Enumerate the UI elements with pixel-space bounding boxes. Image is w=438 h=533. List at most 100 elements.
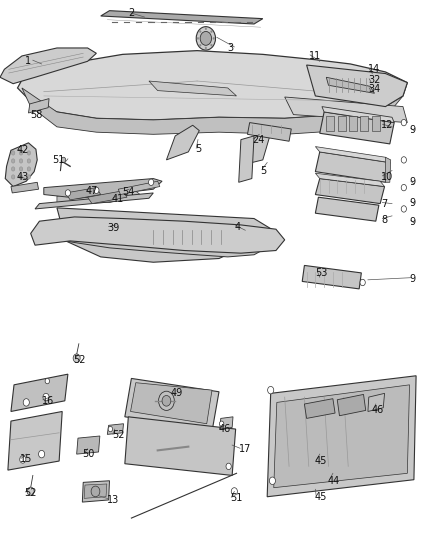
Text: 10: 10 bbox=[381, 172, 393, 182]
Circle shape bbox=[27, 159, 31, 163]
Text: 17: 17 bbox=[239, 445, 251, 454]
Polygon shape bbox=[302, 265, 361, 289]
Text: 42: 42 bbox=[17, 146, 29, 155]
Circle shape bbox=[61, 157, 66, 163]
Polygon shape bbox=[18, 51, 407, 120]
Polygon shape bbox=[245, 133, 269, 164]
Text: 11: 11 bbox=[309, 51, 321, 61]
Circle shape bbox=[231, 488, 237, 495]
Circle shape bbox=[205, 28, 207, 30]
Circle shape bbox=[27, 175, 31, 179]
Polygon shape bbox=[11, 374, 68, 411]
Circle shape bbox=[269, 477, 276, 484]
Circle shape bbox=[200, 31, 212, 45]
Polygon shape bbox=[149, 81, 237, 96]
Text: 16: 16 bbox=[42, 396, 54, 406]
Polygon shape bbox=[11, 182, 39, 193]
Text: 46: 46 bbox=[219, 424, 231, 434]
Polygon shape bbox=[307, 65, 407, 107]
Text: 9: 9 bbox=[410, 274, 416, 284]
Polygon shape bbox=[315, 197, 379, 221]
Polygon shape bbox=[82, 481, 110, 502]
Circle shape bbox=[23, 399, 29, 406]
Text: 7: 7 bbox=[381, 199, 387, 208]
Polygon shape bbox=[0, 48, 96, 84]
Circle shape bbox=[27, 151, 31, 155]
Polygon shape bbox=[315, 179, 385, 204]
Circle shape bbox=[199, 44, 201, 46]
Polygon shape bbox=[57, 188, 140, 204]
Bar bbox=[360, 116, 368, 131]
Text: 52: 52 bbox=[112, 431, 124, 440]
Text: 47: 47 bbox=[85, 186, 98, 196]
Circle shape bbox=[91, 486, 100, 497]
Circle shape bbox=[11, 151, 15, 155]
Text: 45: 45 bbox=[314, 456, 327, 466]
Circle shape bbox=[401, 119, 406, 126]
Text: 51: 51 bbox=[53, 155, 65, 165]
Polygon shape bbox=[28, 99, 49, 113]
Bar bbox=[338, 116, 346, 131]
Polygon shape bbox=[66, 188, 101, 200]
Text: 50: 50 bbox=[82, 449, 95, 459]
Text: 24: 24 bbox=[252, 135, 264, 144]
Circle shape bbox=[45, 378, 49, 384]
Circle shape bbox=[11, 175, 15, 179]
Polygon shape bbox=[320, 112, 394, 144]
Polygon shape bbox=[315, 173, 385, 187]
Text: 9: 9 bbox=[410, 217, 416, 227]
Bar bbox=[372, 116, 380, 131]
Text: 13: 13 bbox=[107, 495, 120, 505]
Polygon shape bbox=[304, 399, 335, 418]
Polygon shape bbox=[35, 193, 153, 209]
Text: 9: 9 bbox=[410, 177, 416, 187]
Circle shape bbox=[211, 44, 212, 46]
Circle shape bbox=[211, 30, 212, 33]
Polygon shape bbox=[220, 417, 233, 429]
Text: 34: 34 bbox=[368, 84, 380, 94]
Polygon shape bbox=[101, 11, 263, 24]
Circle shape bbox=[268, 386, 274, 394]
Circle shape bbox=[94, 187, 99, 193]
Text: 54: 54 bbox=[123, 187, 135, 197]
Circle shape bbox=[226, 463, 231, 470]
Polygon shape bbox=[247, 123, 291, 141]
Text: 14: 14 bbox=[368, 64, 380, 74]
Circle shape bbox=[159, 391, 174, 410]
Text: 49: 49 bbox=[171, 389, 183, 398]
Polygon shape bbox=[337, 394, 366, 416]
Polygon shape bbox=[125, 417, 236, 475]
Circle shape bbox=[19, 175, 23, 179]
Circle shape bbox=[27, 167, 31, 171]
Polygon shape bbox=[31, 217, 285, 253]
Bar bbox=[326, 116, 334, 131]
Circle shape bbox=[11, 159, 15, 163]
Text: 45: 45 bbox=[314, 492, 327, 502]
Circle shape bbox=[401, 206, 406, 212]
Polygon shape bbox=[77, 436, 100, 454]
Text: 39: 39 bbox=[107, 223, 120, 232]
Circle shape bbox=[196, 27, 215, 50]
Circle shape bbox=[199, 30, 201, 33]
Polygon shape bbox=[107, 424, 124, 434]
Polygon shape bbox=[315, 147, 390, 163]
Text: 2: 2 bbox=[128, 9, 134, 18]
Polygon shape bbox=[315, 152, 390, 182]
Text: 3: 3 bbox=[228, 43, 234, 53]
Polygon shape bbox=[22, 88, 403, 134]
Text: 41: 41 bbox=[112, 195, 124, 204]
Polygon shape bbox=[44, 179, 162, 198]
Text: 52: 52 bbox=[74, 355, 86, 365]
Polygon shape bbox=[131, 383, 212, 424]
Text: 52: 52 bbox=[24, 488, 37, 498]
Circle shape bbox=[213, 37, 215, 39]
Circle shape bbox=[11, 167, 15, 171]
Text: 4: 4 bbox=[234, 222, 240, 231]
Bar bbox=[349, 116, 357, 131]
Circle shape bbox=[360, 279, 365, 286]
Polygon shape bbox=[57, 208, 272, 262]
Text: 5: 5 bbox=[195, 144, 201, 154]
Polygon shape bbox=[285, 97, 407, 123]
Polygon shape bbox=[84, 484, 107, 498]
Circle shape bbox=[65, 190, 71, 196]
